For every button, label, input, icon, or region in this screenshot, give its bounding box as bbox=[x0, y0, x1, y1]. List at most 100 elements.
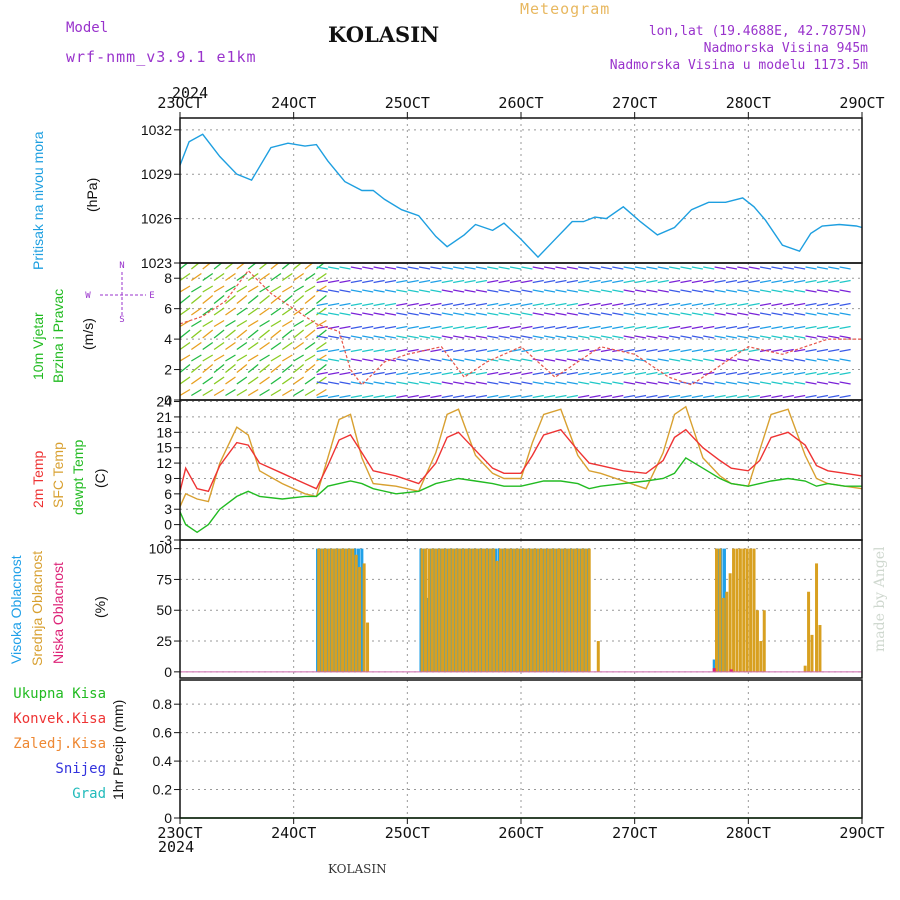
ytick-label-temperature: 24 bbox=[156, 394, 172, 410]
wind-barb bbox=[782, 348, 794, 353]
panel-frame-precip bbox=[179, 679, 863, 819]
wind-barb bbox=[623, 266, 635, 270]
bar-mid-cloud bbox=[745, 548, 749, 672]
bar-mid-cloud bbox=[427, 548, 431, 672]
bar-mid-cloud bbox=[509, 548, 513, 672]
wind-barb bbox=[532, 325, 544, 330]
wind-barb bbox=[362, 312, 374, 316]
wind-barb bbox=[236, 294, 248, 305]
wind-barb bbox=[316, 285, 327, 293]
wind-barb bbox=[202, 354, 214, 362]
wind-barb bbox=[293, 263, 303, 270]
wind-barb bbox=[555, 348, 567, 353]
wind-barb bbox=[407, 302, 419, 307]
wind-barb bbox=[771, 358, 783, 362]
wind-barb bbox=[373, 325, 385, 330]
bar-mid-cloud bbox=[738, 548, 742, 672]
wind-barb bbox=[293, 329, 305, 339]
wind-barb bbox=[691, 302, 703, 307]
bar-mid-cloud bbox=[347, 548, 351, 672]
bar-mid-cloud bbox=[451, 548, 455, 672]
wind-barb bbox=[646, 335, 658, 339]
wind-barb bbox=[600, 358, 613, 362]
wind-barb bbox=[180, 354, 191, 362]
wind-barb bbox=[759, 266, 772, 270]
wind-barb bbox=[384, 348, 397, 353]
ytick-label-clouds: 50 bbox=[156, 602, 172, 618]
bar-mid-cloud bbox=[728, 573, 732, 672]
bar-mid-cloud bbox=[526, 548, 530, 672]
bar-mid-cloud bbox=[505, 548, 509, 672]
wind-barb bbox=[771, 266, 783, 270]
ytick-label-temperature: 21 bbox=[156, 409, 172, 425]
wind-barb bbox=[180, 363, 191, 374]
wind-barb bbox=[600, 381, 613, 385]
bar-mid-cloud bbox=[584, 548, 588, 672]
wind-barb bbox=[748, 381, 760, 385]
wind-barb bbox=[509, 394, 522, 399]
bar-mid-cloud bbox=[492, 548, 496, 672]
wind-barb bbox=[566, 394, 578, 399]
wind-barb bbox=[407, 371, 419, 376]
wind-barb bbox=[816, 325, 829, 330]
ytick-label-pressure: 1026 bbox=[141, 211, 172, 227]
wind-barb bbox=[657, 394, 669, 399]
wind-barb bbox=[623, 279, 635, 284]
wind-barb bbox=[714, 358, 726, 362]
wind-barb bbox=[373, 279, 385, 284]
wind-barb bbox=[794, 358, 806, 362]
wind-barb bbox=[771, 394, 783, 399]
wind-barb bbox=[270, 263, 280, 270]
wind-barb bbox=[190, 329, 202, 339]
wind-barb bbox=[236, 307, 248, 316]
wind-barb bbox=[839, 371, 851, 376]
wind-barb bbox=[543, 289, 556, 293]
bar-mid-cloud bbox=[567, 548, 571, 672]
wind-barb bbox=[441, 358, 453, 362]
bar-mid-cloud bbox=[362, 563, 366, 672]
wind-barb bbox=[691, 381, 703, 385]
wind-barb bbox=[737, 302, 749, 307]
wind-barb bbox=[782, 335, 794, 339]
bar-mid-cloud bbox=[536, 548, 540, 672]
precip-legend-snow: Snijeg bbox=[55, 761, 106, 777]
wind-barb bbox=[339, 325, 351, 330]
precip-legend-frontal: Zaledj.Kisa bbox=[13, 736, 106, 752]
wind-barb bbox=[464, 394, 476, 399]
wind-barb bbox=[714, 312, 726, 316]
bar-mid-cloud bbox=[752, 548, 756, 672]
wind-barb bbox=[293, 341, 305, 351]
wind-barb bbox=[828, 348, 840, 353]
wind-barb bbox=[555, 279, 567, 284]
wind-barb bbox=[418, 371, 431, 376]
wind-barb bbox=[270, 307, 282, 316]
wind-barb bbox=[646, 348, 658, 353]
wind-barb bbox=[657, 381, 669, 385]
bar-mid-cloud bbox=[522, 548, 526, 672]
wind-barb bbox=[191, 388, 202, 397]
wind-barb bbox=[805, 394, 817, 399]
wind-barb bbox=[225, 319, 236, 328]
wind-barb bbox=[703, 312, 715, 316]
wind-barb bbox=[247, 341, 259, 351]
wind-barb bbox=[612, 289, 624, 293]
wind-barb bbox=[259, 354, 270, 362]
wind-barb bbox=[794, 394, 806, 399]
wind-barb bbox=[328, 266, 340, 270]
wind-barb bbox=[316, 279, 328, 284]
wind-barb bbox=[589, 381, 601, 385]
temp-title-2: SFC Temp bbox=[50, 442, 66, 508]
wind-barb bbox=[180, 376, 191, 385]
wind-barb bbox=[236, 329, 248, 339]
xtick-label-bottom: 24OCT bbox=[271, 824, 316, 842]
wind-barb bbox=[839, 289, 851, 293]
wind-barb bbox=[384, 289, 397, 293]
wind-barb bbox=[737, 335, 749, 339]
wind-barb bbox=[828, 266, 840, 270]
wind-barb bbox=[566, 371, 578, 376]
wind-barb bbox=[339, 289, 351, 293]
wind-barb bbox=[703, 302, 715, 307]
wind-barb bbox=[396, 289, 408, 293]
wind-barb bbox=[236, 376, 248, 385]
bar-mid-cloud bbox=[749, 548, 753, 672]
